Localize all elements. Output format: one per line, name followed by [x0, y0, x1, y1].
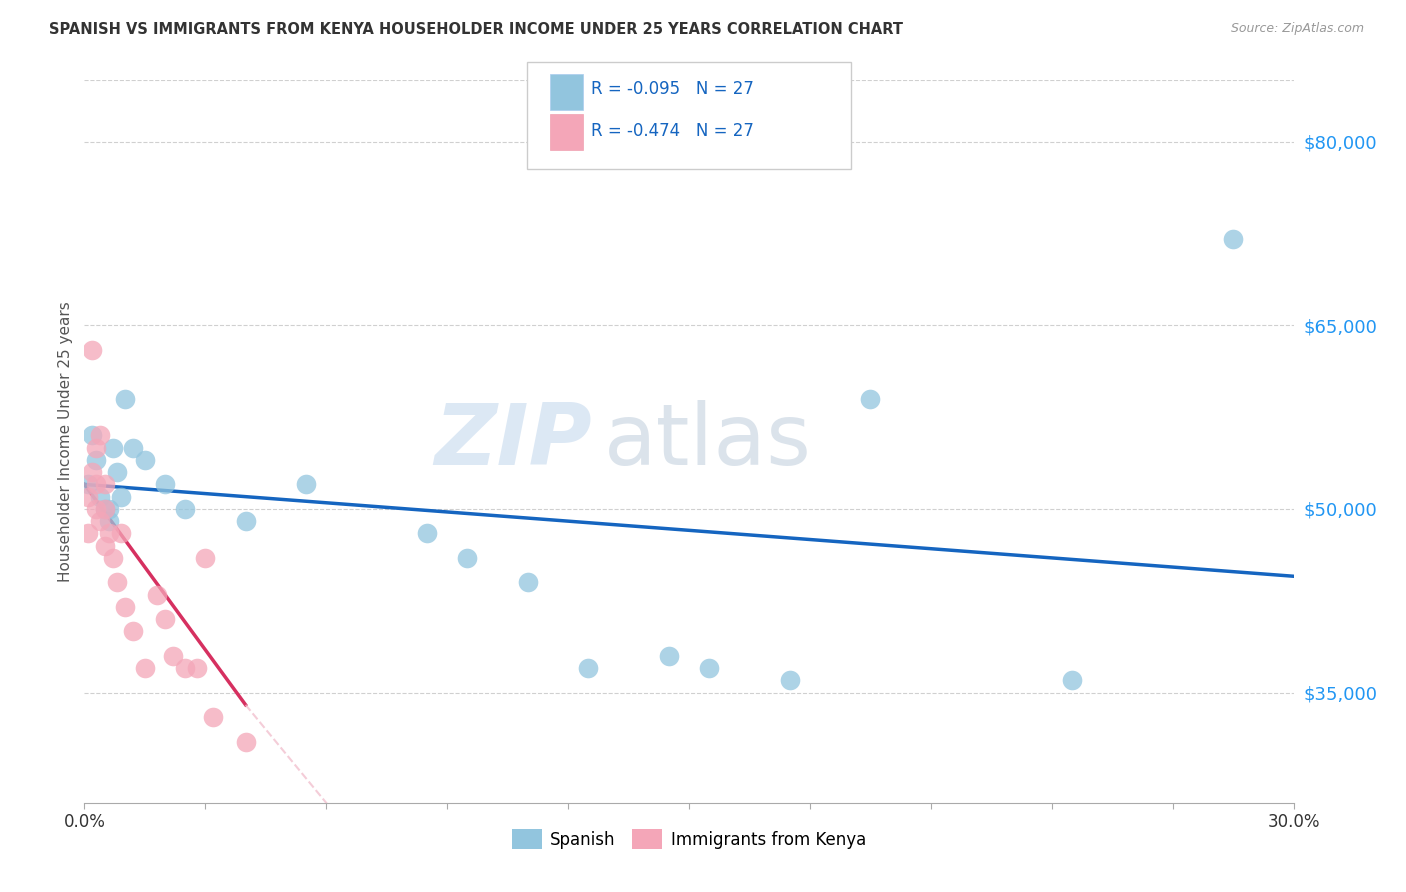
Text: atlas: atlas — [605, 400, 813, 483]
Point — [97, 526, 120, 541]
Point — [146, 588, 169, 602]
Point — [202, 710, 225, 724]
Text: SPANISH VS IMMIGRANTS FROM KENYA HOUSEHOLDER INCOME UNDER 25 YEARS CORRELATION C: SPANISH VS IMMIGRANTS FROM KENYA HOUSEHO… — [49, 22, 903, 37]
Point — [779, 673, 801, 688]
Point — [186, 661, 208, 675]
Point — [101, 441, 124, 455]
Point — [93, 477, 115, 491]
Point — [110, 490, 132, 504]
Point — [295, 477, 318, 491]
Point — [516, 575, 538, 590]
Point — [82, 343, 104, 357]
Legend: Spanish, Immigrants from Kenya: Spanish, Immigrants from Kenya — [505, 822, 873, 856]
Point — [93, 502, 115, 516]
Point — [105, 575, 128, 590]
Point — [93, 502, 115, 516]
Point — [86, 477, 108, 491]
Text: R = -0.474   N = 27: R = -0.474 N = 27 — [591, 122, 754, 140]
Point — [153, 477, 176, 491]
Y-axis label: Householder Income Under 25 years: Householder Income Under 25 years — [58, 301, 73, 582]
Point — [416, 526, 439, 541]
Point — [114, 392, 136, 406]
Point — [82, 428, 104, 442]
Point — [114, 599, 136, 614]
Point — [194, 550, 217, 565]
Point — [97, 502, 120, 516]
Point — [110, 526, 132, 541]
Point — [101, 550, 124, 565]
Point — [576, 661, 599, 675]
Point — [697, 661, 720, 675]
Point — [77, 477, 100, 491]
Point — [77, 490, 100, 504]
Point — [89, 490, 111, 504]
Point — [456, 550, 478, 565]
Point — [153, 612, 176, 626]
Point — [86, 453, 108, 467]
Point — [162, 648, 184, 663]
Point — [86, 441, 108, 455]
Point — [859, 392, 882, 406]
Text: ZIP: ZIP — [434, 400, 592, 483]
Point — [97, 514, 120, 528]
Point — [89, 514, 111, 528]
Point — [174, 661, 197, 675]
Point — [89, 428, 111, 442]
Text: Source: ZipAtlas.com: Source: ZipAtlas.com — [1230, 22, 1364, 36]
Point — [1222, 232, 1244, 246]
Point — [235, 514, 257, 528]
Point — [77, 526, 100, 541]
Point — [86, 502, 108, 516]
Point — [82, 465, 104, 479]
Point — [134, 661, 156, 675]
Point — [134, 453, 156, 467]
Point — [121, 624, 143, 639]
Point — [93, 539, 115, 553]
Point — [105, 465, 128, 479]
Point — [121, 441, 143, 455]
Text: R = -0.095   N = 27: R = -0.095 N = 27 — [591, 80, 754, 98]
Point — [235, 734, 257, 748]
Point — [174, 502, 197, 516]
Point — [1060, 673, 1083, 688]
Point — [658, 648, 681, 663]
